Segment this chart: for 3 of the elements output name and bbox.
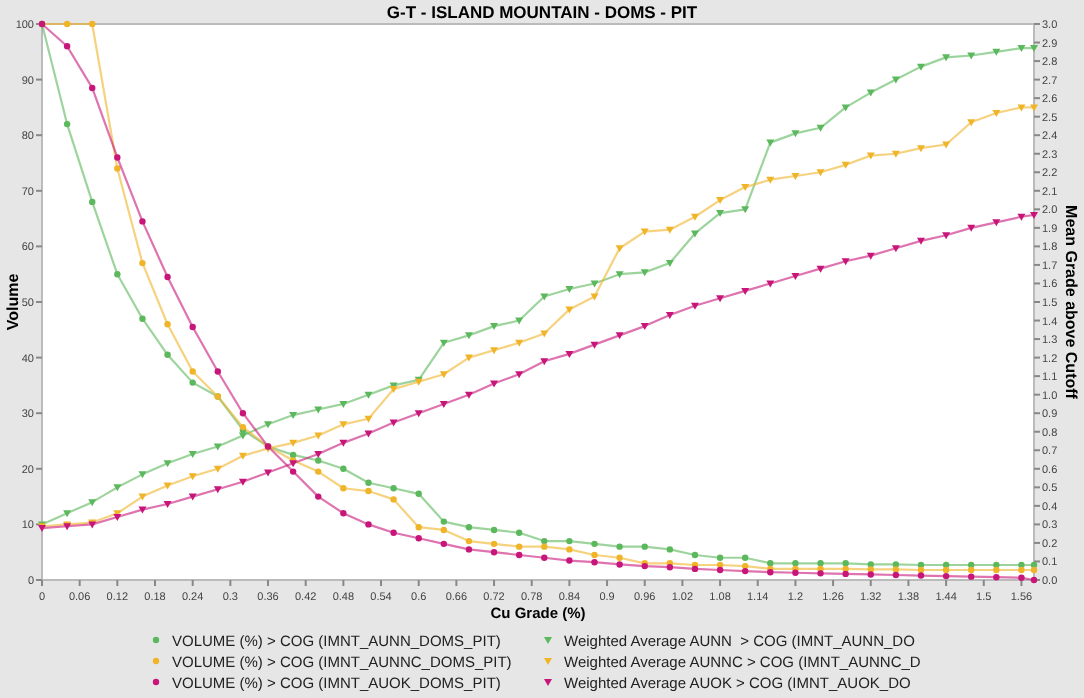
y2-axis-title: Mean Grade above Cutoff — [1062, 205, 1080, 400]
chart-title: G-T - ISLAND MOUNTAIN - DOMS - PIT — [386, 2, 699, 22]
y-axis-title: Volume — [4, 272, 22, 331]
